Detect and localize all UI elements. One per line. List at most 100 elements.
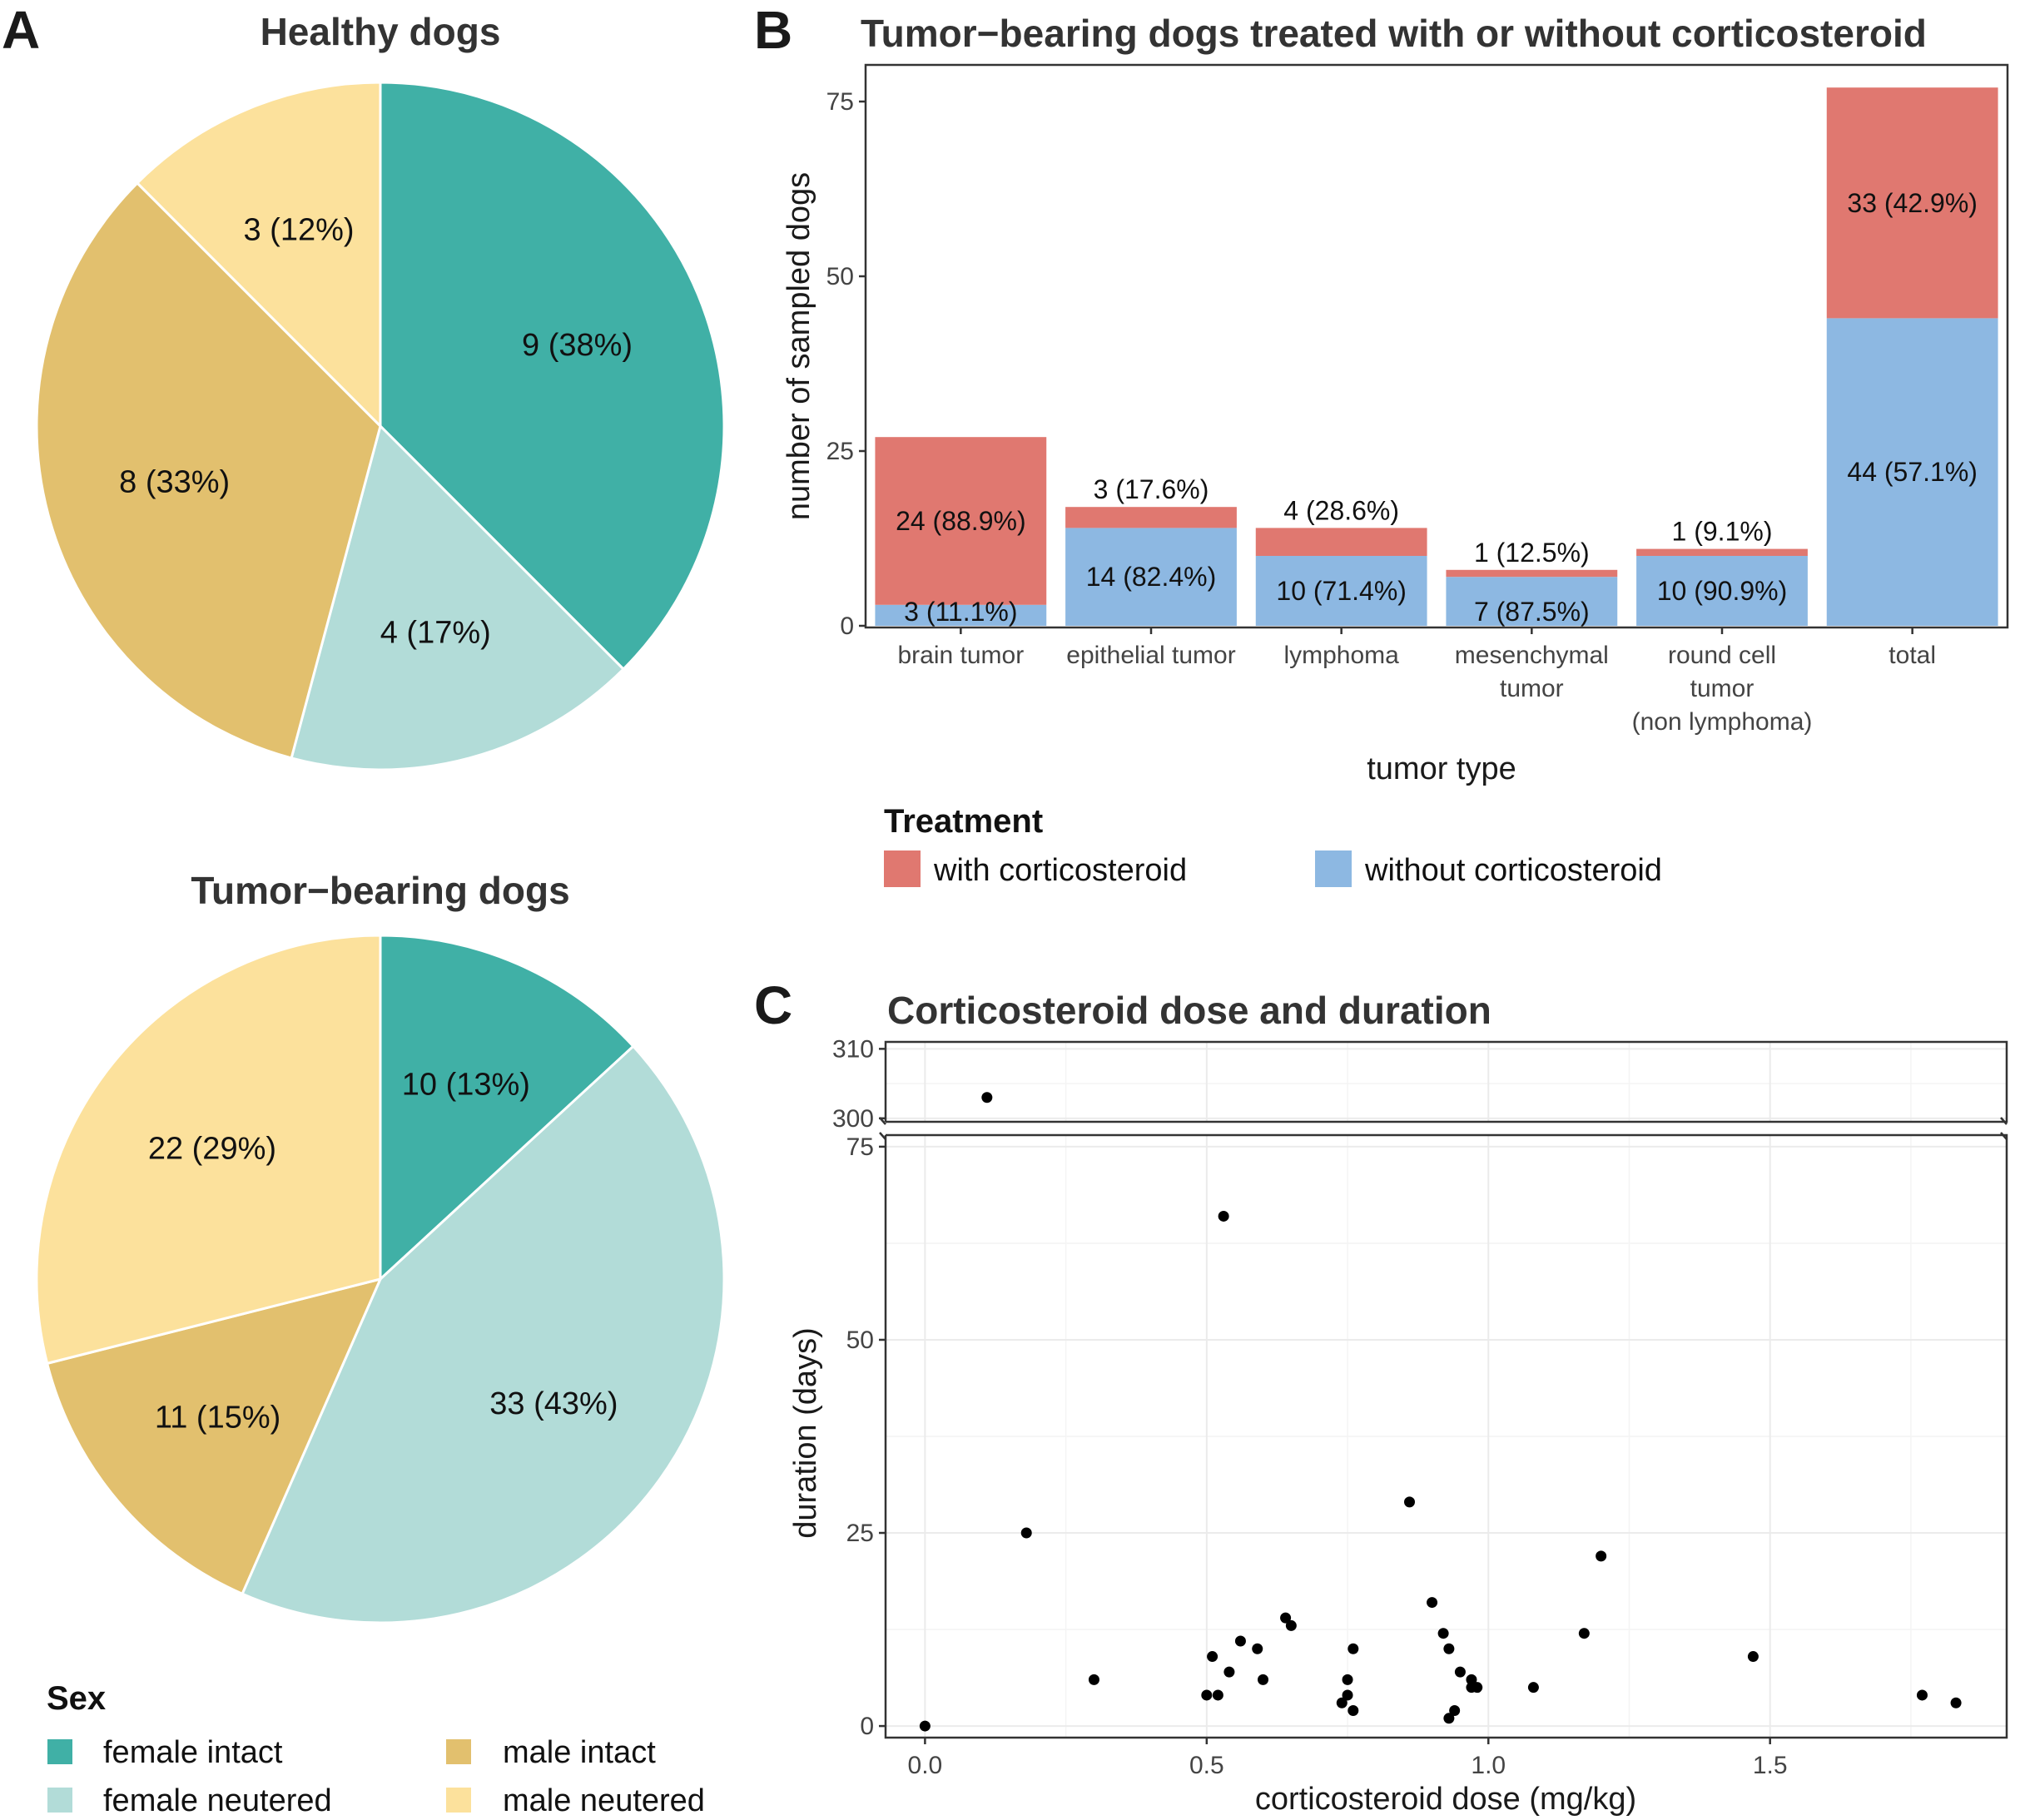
scatter-x-axis: 0.0 0.5 1.0 1.5 <box>908 1738 1788 1779</box>
pie-healthy-dogs: Healthy dogs 9 (38%) 4 (17%) 8 (33%) 3 (12%… <box>35 10 726 771</box>
bar-y-tick-label: 75 <box>826 88 854 116</box>
pie-label-female-neutered: 4 (17%) <box>380 615 491 650</box>
scatter-y-axis-title: duration (days) <box>788 1327 823 1538</box>
scatter-point-29 <box>1527 1682 1539 1694</box>
sex-legend-title: Sex <box>47 1680 106 1717</box>
pie-label-female-intact: 10 (13%) <box>402 1068 530 1103</box>
panel-b: B Tumor−bearing dogs treated with or wit… <box>754 0 2009 888</box>
legend-label-female-neutered: female neutered <box>103 1783 332 1818</box>
treatment-legend: Treatment with corticosteroid without co… <box>884 803 1662 888</box>
bar-without-corticosteroid-5 <box>1826 318 1998 626</box>
scatter-y-tick-label: 50 <box>846 1327 874 1354</box>
scatter-point-24 <box>1449 1705 1461 1717</box>
scatter-y-tick-label-upper: 300 <box>832 1105 874 1133</box>
bar-label-without-0: 3 (11.1%) <box>904 597 1017 627</box>
scatter-point-15 <box>1342 1689 1353 1701</box>
scatter-point-12 <box>1280 1612 1292 1624</box>
bar-y-tick-label: 25 <box>826 438 854 465</box>
scatter-grid <box>886 1042 2007 1738</box>
bar-label-without-2: 10 (71.4%) <box>1276 576 1407 606</box>
scatter-point-8 <box>1223 1666 1235 1678</box>
panel-letter-c: C <box>754 975 792 1035</box>
bar-x-tick-label: round cell <box>1668 642 1776 669</box>
bar-x-tick-label: total <box>1888 642 1936 669</box>
scatter-y-tick-label: 25 <box>846 1520 874 1547</box>
bar-with-corticosteroid-3 <box>1446 569 1618 578</box>
scatter-point-6 <box>1212 1689 1223 1701</box>
bar-label-without-1: 14 (82.4%) <box>1086 562 1217 592</box>
bar-label-with-0: 24 (88.9%) <box>896 506 1026 536</box>
scatter-point-21 <box>1437 1628 1449 1639</box>
scatter-upper-border <box>884 1040 2008 1119</box>
scatter-point-2 <box>1020 1527 1032 1539</box>
legend-swatch-with-corticosteroid <box>884 850 921 887</box>
bar-label-with-1: 3 (17.6%) <box>1094 474 1209 504</box>
scatter-point-34 <box>1950 1697 1962 1708</box>
bar-label-without-4: 10 (90.9%) <box>1657 576 1788 606</box>
treatment-legend-title: Treatment <box>884 803 1043 840</box>
pie-slice-female-neutered <box>241 1044 726 1624</box>
scatter-x-tick-label: 0.0 <box>908 1752 943 1779</box>
pie-label-male-neutered: 3 (12%) <box>243 212 354 247</box>
scatter-lower-border <box>884 1133 2008 1739</box>
scatter-title: Corticosteroid dose and duration <box>887 989 1491 1032</box>
pie-slice-female-intact <box>379 934 635 1282</box>
panel-letter-a: A <box>2 0 40 60</box>
bar-x-tick-label: epithelial tumor <box>1066 642 1235 669</box>
scatter-point-23 <box>1443 1713 1455 1724</box>
scatter-x-tick-label: 0.5 <box>1189 1752 1224 1779</box>
scatter-point-17 <box>1347 1705 1359 1717</box>
pie-label-male-neutered: 22 (29%) <box>148 1132 276 1167</box>
bar-x-axis-title: tumor type <box>1367 751 1516 786</box>
pie-slice-male-neutered <box>135 81 382 429</box>
panel-c: C Corticosteroid dose and duration 0 25 50… <box>754 975 2008 1817</box>
bar-x-axis: brain tumor epithelial tumor lymphoma mesen… <box>897 627 1936 736</box>
bar-y-axis-title: number of sampled dogs <box>782 172 816 520</box>
bar-chart-title: Tumor−bearing dogs treated with or witho… <box>861 12 1927 55</box>
bar-with-corticosteroid-4 <box>1636 548 1808 556</box>
scatter-point-4 <box>1201 1689 1213 1701</box>
bar-x-tick-label: tumor <box>1690 675 1754 702</box>
bar-x-tick-label: lymphoma <box>1283 642 1399 669</box>
scatter-point-31 <box>1596 1550 1607 1562</box>
scatter-point-20 <box>1427 1597 1438 1609</box>
bar-without-corticosteroid-3 <box>1446 577 1618 626</box>
axis-break-marks <box>879 1117 2008 1140</box>
legend-label-female-intact: female intact <box>103 1735 283 1770</box>
scatter-point-22 <box>1443 1643 1455 1654</box>
pie-slice-male-intact <box>45 1277 383 1596</box>
pie-slice-male-intact <box>35 181 382 760</box>
pie-slice-female-neutered <box>290 424 626 771</box>
bar-x-tick-label: (non lymphoma) <box>1632 708 1813 736</box>
pie-label-female-intact: 9 (38%) <box>522 328 633 363</box>
legend-label-male-neutered: male neutered <box>503 1783 705 1818</box>
bar-label-without-5: 44 (57.1%) <box>1847 457 1978 487</box>
bar-with-corticosteroid-2 <box>1255 528 1427 556</box>
bar-without-corticosteroid-0 <box>875 604 1047 626</box>
scatter-point-32 <box>1747 1651 1759 1663</box>
legend-label-male-intact: male intact <box>503 1735 656 1770</box>
bar-with-corticosteroid-5 <box>1826 87 1998 319</box>
bar-without-corticosteroid-1 <box>1065 528 1237 626</box>
pie-label-male-intact: 11 (15%) <box>155 1400 280 1435</box>
scatter-point-7 <box>1218 1210 1229 1222</box>
legend-swatch-female-intact <box>47 1739 72 1764</box>
panel-letter-b: B <box>754 0 792 60</box>
bar-y-tick-label: 50 <box>826 263 854 290</box>
legend-swatch-male-neutered <box>446 1788 471 1813</box>
scatter-point-1 <box>981 1092 993 1103</box>
scatter-upper-border-bottom <box>884 1119 2008 1123</box>
scatter-point-33 <box>1916 1689 1928 1701</box>
scatter-point-14 <box>1336 1697 1347 1708</box>
panel-a: A Healthy dogs 9 (38%) 4 (17%) 8 (33%) 3 (1… <box>2 0 726 1818</box>
bar-x-tick-label: mesenchymal <box>1455 642 1609 669</box>
scatter-point-27 <box>1466 1674 1477 1685</box>
scatter-point-9 <box>1234 1635 1246 1647</box>
legend-label-without-corticosteroid: without corticosteroid <box>1364 853 1662 888</box>
bar-series: 3 (11.1%) 24 (88.9%) 14 (82.4%) 3 (17.6%) 10… <box>875 87 1998 627</box>
bar-y-axis: 0 25 50 75 <box>826 88 866 640</box>
